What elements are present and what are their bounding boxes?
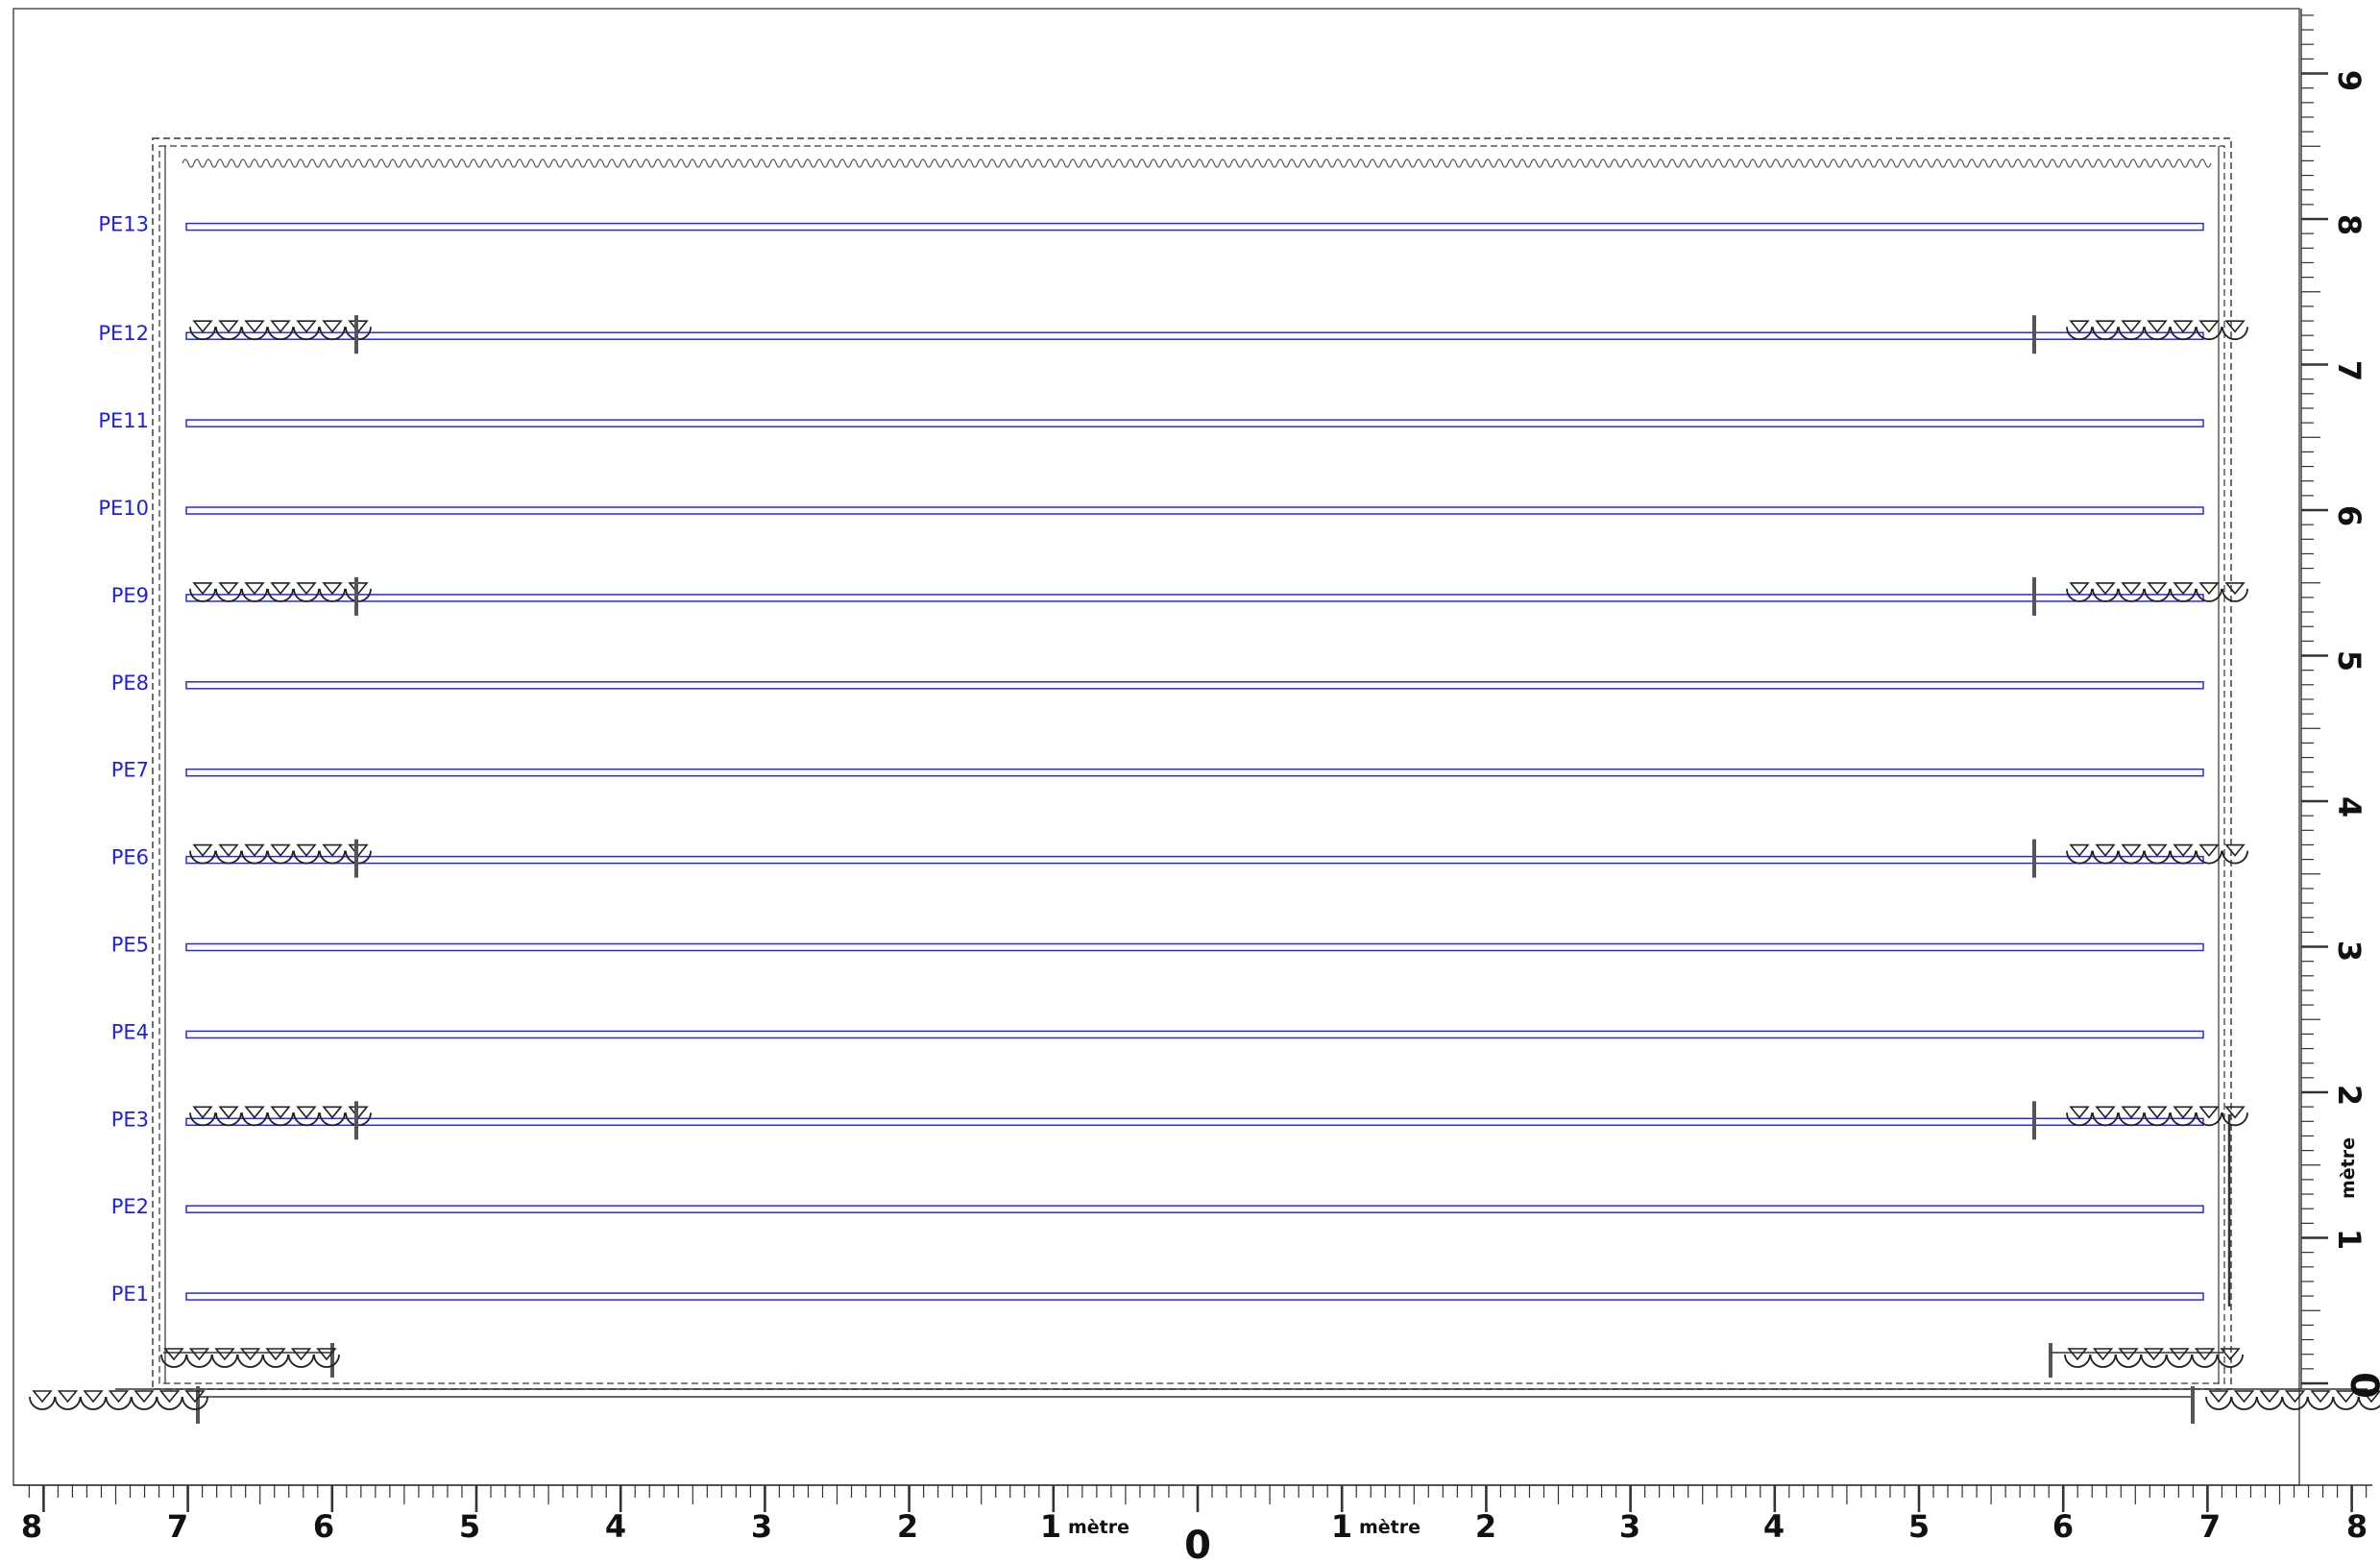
shelf-pe7: PE7 (111, 759, 2204, 782)
bottom-ruler-label: 4 (1763, 1508, 1785, 1545)
shelf-pe2: PE2 (111, 1195, 2204, 1218)
bottom-ruler-label: 7 (2199, 1508, 2221, 1545)
shelf-pe4: PE4 (111, 1020, 2204, 1043)
right-ruler-label: 6 (2331, 505, 2368, 526)
bottom-ruler-label: 6 (2052, 1508, 2074, 1545)
shelf-bar (185, 1117, 2204, 1127)
bottom-ruler-label: 6 (313, 1508, 334, 1545)
shelf-label: PE2 (111, 1195, 149, 1218)
bottom-ruler-label: 1 (1331, 1508, 1352, 1545)
bottom-ruler-zero: 0 (1184, 1524, 1211, 1563)
shelf-label: PE5 (111, 934, 149, 957)
shelf-label: PE7 (111, 759, 149, 782)
shelf-pe11: PE11 (98, 409, 2204, 432)
shelf-pe12: PE12 (98, 315, 2248, 354)
shelf-label: PE3 (111, 1108, 149, 1131)
bottom-ruler-label: 2 (897, 1508, 918, 1545)
bottom-ruler-unit: mètre (1359, 1517, 1421, 1538)
right-ruler-label: 3 (2331, 940, 2368, 962)
hook-ring-icon (2064, 1348, 2244, 1368)
right-ruler-unit: mètre (2338, 1137, 2359, 1199)
right-ruler (2300, 9, 2328, 1389)
wave-spring-icon (182, 159, 2212, 168)
bottom-ruler-label: 7 (167, 1508, 188, 1545)
hook-ring-icon (189, 839, 372, 878)
shelf-bar (185, 681, 2204, 690)
hook-ring-icon (189, 576, 372, 616)
right-ruler-labels: 0 1 mètre 2 3 4 5 6 7 8 9 (2331, 70, 2380, 1399)
hook-ring-icon (29, 1390, 208, 1410)
hook-ring-icon (2032, 839, 2248, 878)
bottom-ruler-labels: 8 7 6 5 4 3 2 1 mètre 0 1 mètre 2 3 4 5 … (21, 1508, 2368, 1563)
right-ruler-label: 2 (2331, 1085, 2368, 1106)
right-ruler-zero: 0 (2342, 1372, 2380, 1399)
shelf-bar (185, 942, 2204, 952)
shelf-pe6: PE6 (111, 839, 2248, 878)
bottom-ruler-label: 8 (2346, 1508, 2368, 1545)
shelf-bar (185, 1030, 2204, 1039)
shelf-label: PE12 (98, 322, 149, 345)
bottom-ruler-label: 5 (459, 1508, 480, 1545)
shelf-label: PE8 (111, 672, 149, 695)
shelf-label: PE10 (98, 497, 149, 520)
bottom-ruler (13, 1484, 2372, 1512)
shelf-label: PE9 (111, 584, 149, 607)
bottom-ruler-label: 2 (1475, 1508, 1496, 1545)
shelf-pe1: PE1 (111, 1282, 2204, 1306)
shelf-label: PE11 (98, 409, 149, 432)
shelf-pe10: PE10 (98, 497, 2204, 520)
shelf-pe13: PE13 (98, 213, 2204, 236)
rack-inner-dashed (158, 145, 2225, 1384)
floor-rails (115, 1343, 2368, 1424)
hook-ring-icon (2032, 1101, 2248, 1140)
hook-ring-icon (160, 1348, 340, 1368)
shelf-bar (185, 855, 2204, 865)
hook-ring-icon (189, 1101, 372, 1140)
right-ruler-label: 9 (2331, 70, 2368, 91)
right-ruler-label: 8 (2331, 214, 2368, 235)
shelf-pe5: PE5 (111, 934, 2204, 957)
bottom-ruler-label: 3 (751, 1508, 772, 1545)
right-ruler-label: 1 (2331, 1229, 2368, 1250)
right-ruler-label: 7 (2331, 360, 2368, 381)
shelf-bar (185, 222, 2204, 232)
shelf-bar (185, 1205, 2204, 1213)
bottom-ruler-label: 5 (1908, 1508, 1930, 1545)
rack-frame (152, 137, 2232, 1390)
shelf-label: PE13 (98, 213, 149, 236)
shelf-bar (185, 419, 2204, 427)
floor-hooks (29, 1348, 2380, 1410)
shelf-label: PE6 (111, 846, 149, 869)
right-ruler-label: 4 (2331, 796, 2368, 818)
right-ruler-label: 5 (2331, 650, 2368, 672)
rack-outer-dashed (152, 137, 2232, 1390)
bottom-ruler-label: 3 (1619, 1508, 1640, 1545)
shelves: PE1 PE2 PE3 PE4 PE5 PE6 PE7 PE8 PE9 PE10 PE11 PE12 P… (98, 213, 2248, 1306)
hook-ring-icon (189, 315, 372, 354)
shelf-bar (185, 331, 2204, 340)
hook-ring-icon (2032, 576, 2248, 616)
shelf-bar (185, 1292, 2204, 1301)
bottom-ruler-unit: mètre (1068, 1517, 1129, 1538)
shelf-pe3: PE3 (111, 1101, 2248, 1140)
bottom-ruler-label: 1 (1040, 1508, 1061, 1545)
shelf-bar (185, 768, 2204, 777)
shelf-label: PE4 (111, 1020, 149, 1043)
shelf-bar (185, 506, 2204, 515)
bottom-ruler-label: 4 (605, 1508, 626, 1545)
shelf-pe9: PE9 (111, 576, 2248, 616)
bottom-ruler-label: 8 (21, 1508, 42, 1545)
hook-ring-icon (2205, 1390, 2380, 1410)
hook-ring-icon (2032, 315, 2248, 354)
shelf-pe8: PE8 (111, 672, 2204, 695)
shelf-bar (185, 594, 2204, 602)
shelf-label: PE1 (111, 1282, 149, 1306)
